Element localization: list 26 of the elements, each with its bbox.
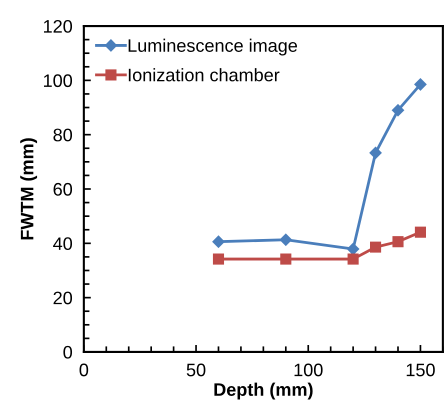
- point: [280, 254, 292, 265]
- point: [369, 146, 382, 159]
- y-tick-label: 40: [53, 237, 72, 250]
- point: [414, 226, 426, 238]
- point: [392, 236, 404, 248]
- legend-label: Ionization chamber: [128, 68, 280, 82]
- x-axis-title: Depth (mm): [214, 382, 313, 400]
- point: [212, 236, 225, 248]
- point: [392, 104, 404, 116]
- x-tick-label: 100: [294, 364, 323, 376]
- y-tick-label: 80: [53, 128, 72, 142]
- y-tick-label: 100: [44, 74, 72, 88]
- point: [212, 254, 224, 265]
- point: [280, 234, 292, 246]
- x-tick-label: 50: [186, 364, 206, 376]
- y-tick-label: 120: [44, 20, 72, 33]
- x-tick-label: 0: [80, 364, 88, 376]
- point: [414, 78, 427, 91]
- y-tick-label: 60: [54, 182, 72, 196]
- x-tick-label: 150: [406, 364, 435, 376]
- legend-label: Luminescence image: [128, 38, 297, 56]
- y-tick-label: 20: [54, 292, 72, 304]
- y-tick-label: 0: [63, 346, 72, 359]
- y-axis-title: FWTM (mm): [20, 138, 38, 240]
- point: [370, 242, 382, 253]
- point: [348, 254, 359, 265]
